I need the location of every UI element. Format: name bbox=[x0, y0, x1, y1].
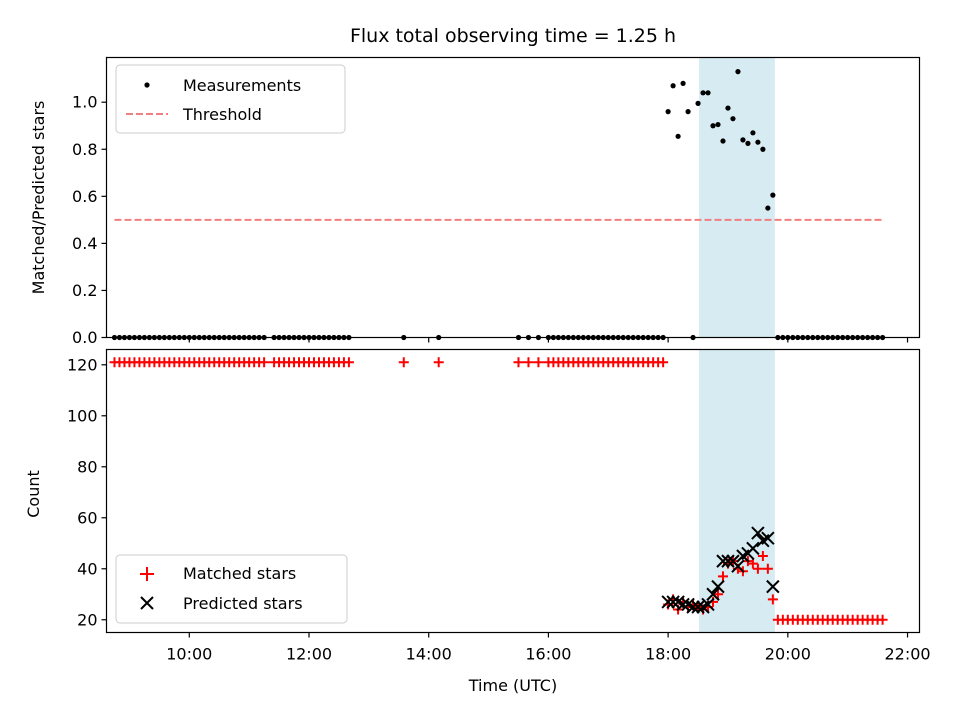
measurement-point bbox=[695, 100, 701, 106]
matched-star-point bbox=[658, 357, 669, 368]
predicted-star-point bbox=[701, 597, 715, 612]
matched-star-point bbox=[767, 594, 778, 605]
predicted-star-point bbox=[676, 597, 690, 612]
bottom-panel: 20 40 60 80 100 120 10:00 12:00 14:00 16:00 18:00 2… bbox=[24, 348, 931, 695]
measurement-point bbox=[725, 105, 731, 111]
bottom-axes-ticks: 20 40 60 80 100 120 10:00 12:00 14:00 16:00 18:00 2… bbox=[67, 355, 931, 663]
bottom-y-axis-label: Count bbox=[24, 470, 43, 518]
legend-predicted-stars: Predicted stars bbox=[183, 594, 303, 613]
legend-threshold: Threshold bbox=[182, 105, 262, 124]
matched-star-point bbox=[513, 357, 524, 368]
top-legend: Measurements Threshold bbox=[115, 64, 346, 134]
matched-star-point bbox=[259, 357, 270, 368]
measurement-point bbox=[705, 90, 711, 96]
x-tick-label: 18:00 bbox=[645, 645, 691, 664]
top-y-tick-label: 0.6 bbox=[72, 187, 97, 206]
chart-title: Flux total observing time = 1.25 h bbox=[350, 25, 676, 47]
top-y-tick-label: 0.0 bbox=[72, 328, 97, 347]
matched-star-point bbox=[523, 357, 534, 368]
top-axes-ticks: 0.0 0.2 0.4 0.6 0.8 1.0 bbox=[72, 93, 909, 347]
predicted-star-point bbox=[711, 579, 725, 594]
top-y-tick-label: 0.4 bbox=[72, 234, 97, 253]
predicted-star-point bbox=[666, 595, 680, 609]
predicted-star-point bbox=[766, 579, 780, 594]
predicted-star-point bbox=[761, 531, 775, 545]
matched-star-point bbox=[433, 357, 444, 368]
measurement-point bbox=[710, 123, 716, 129]
x-tick-label: 20:00 bbox=[765, 645, 811, 664]
measurement-point bbox=[735, 69, 741, 75]
bottom-y-tick-label: 40 bbox=[77, 559, 97, 578]
top-y-tick-label: 1.0 bbox=[72, 93, 97, 112]
legend-plus-marker bbox=[140, 567, 154, 581]
x-tick-label: 16:00 bbox=[525, 645, 571, 664]
bottom-y-tick-label: 120 bbox=[67, 355, 98, 374]
predicted-star-point bbox=[686, 600, 700, 614]
measurement-point bbox=[665, 109, 671, 115]
matched-star-point bbox=[877, 614, 888, 625]
bottom-y-tick-label: 60 bbox=[77, 508, 97, 527]
predicted-star-point bbox=[746, 541, 760, 556]
bottom-legend-frame bbox=[115, 554, 348, 624]
measurement-point bbox=[755, 139, 761, 145]
predicted-star-point bbox=[706, 587, 720, 601]
measurement-point bbox=[760, 146, 766, 152]
legend-dot-marker bbox=[144, 82, 150, 88]
bottom-y-tick-label: 20 bbox=[77, 610, 97, 629]
measurement-point bbox=[745, 140, 751, 146]
legend-x-marker bbox=[140, 596, 154, 610]
predicted-star-point bbox=[716, 554, 730, 568]
bottom-shaded-span bbox=[699, 349, 775, 633]
top-y-axis-label: Matched/Predicted stars bbox=[29, 101, 48, 295]
top-legend-frame bbox=[115, 64, 346, 134]
bottom-axes-frame bbox=[105, 348, 921, 634]
measurement-point bbox=[750, 130, 756, 136]
top-panel: Flux total observing time = 1.25 h 0.00.… bbox=[29, 25, 921, 347]
x-tick-label: 22:00 bbox=[884, 645, 930, 664]
measurement-point bbox=[730, 116, 736, 122]
measurement-point bbox=[680, 80, 686, 86]
top-plot-marks bbox=[111, 69, 886, 341]
x-tick-label: 14:00 bbox=[406, 645, 452, 664]
top-axes-frame bbox=[105, 56, 921, 339]
measurement-point bbox=[765, 205, 771, 211]
legend-matched-stars: Matched stars bbox=[183, 564, 296, 583]
predicted-star-point bbox=[661, 595, 675, 609]
matched-star-point bbox=[747, 558, 758, 569]
measurement-point bbox=[720, 138, 726, 144]
matched-star-point bbox=[762, 563, 773, 574]
matched-star-point bbox=[343, 357, 354, 368]
x-tick-label: 12:00 bbox=[286, 645, 332, 664]
top-shaded-span bbox=[699, 57, 775, 338]
predicted-star-point bbox=[691, 600, 705, 614]
measurement-point bbox=[740, 137, 746, 143]
measurement-point bbox=[675, 133, 681, 139]
measurement-point bbox=[685, 109, 691, 115]
measurement-point bbox=[715, 121, 721, 128]
measurement-point bbox=[670, 83, 676, 89]
x-tick-label: 10:00 bbox=[166, 645, 212, 664]
bottom-plot-marks bbox=[109, 357, 888, 625]
legend-measurements: Measurements bbox=[183, 76, 301, 95]
matched-star-point bbox=[757, 551, 768, 562]
matched-star-point bbox=[717, 571, 728, 582]
predicted-star-point bbox=[721, 554, 735, 568]
top-y-tick-label: 0.8 bbox=[72, 140, 97, 159]
matched-star-point bbox=[712, 589, 723, 600]
bottom-y-tick-label: 100 bbox=[67, 406, 98, 425]
bottom-y-tick-label: 80 bbox=[77, 457, 97, 476]
bottom-legend: Matched stars Predicted stars bbox=[115, 554, 348, 624]
measurement-point bbox=[700, 90, 706, 96]
matched-star-point bbox=[752, 563, 763, 574]
top-y-tick-label: 0.2 bbox=[72, 281, 97, 300]
predicted-star-point bbox=[731, 559, 745, 573]
predicted-star-point bbox=[751, 526, 765, 540]
matched-star-point bbox=[398, 357, 409, 368]
measurement-point bbox=[770, 192, 776, 198]
matched-star-point bbox=[533, 357, 544, 368]
x-axis-label: Time (UTC) bbox=[468, 676, 557, 695]
